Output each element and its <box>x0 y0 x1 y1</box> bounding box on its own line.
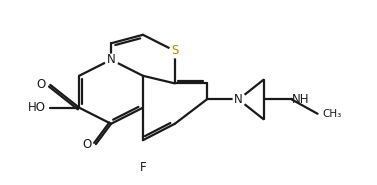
Text: S: S <box>171 44 179 57</box>
Text: CH₃: CH₃ <box>322 109 342 119</box>
Text: F: F <box>139 161 146 174</box>
Text: HO: HO <box>28 101 46 114</box>
Text: N: N <box>107 53 115 66</box>
Text: N: N <box>234 93 243 106</box>
Text: NH: NH <box>292 93 309 106</box>
Text: O: O <box>82 138 91 151</box>
Text: O: O <box>37 78 46 91</box>
